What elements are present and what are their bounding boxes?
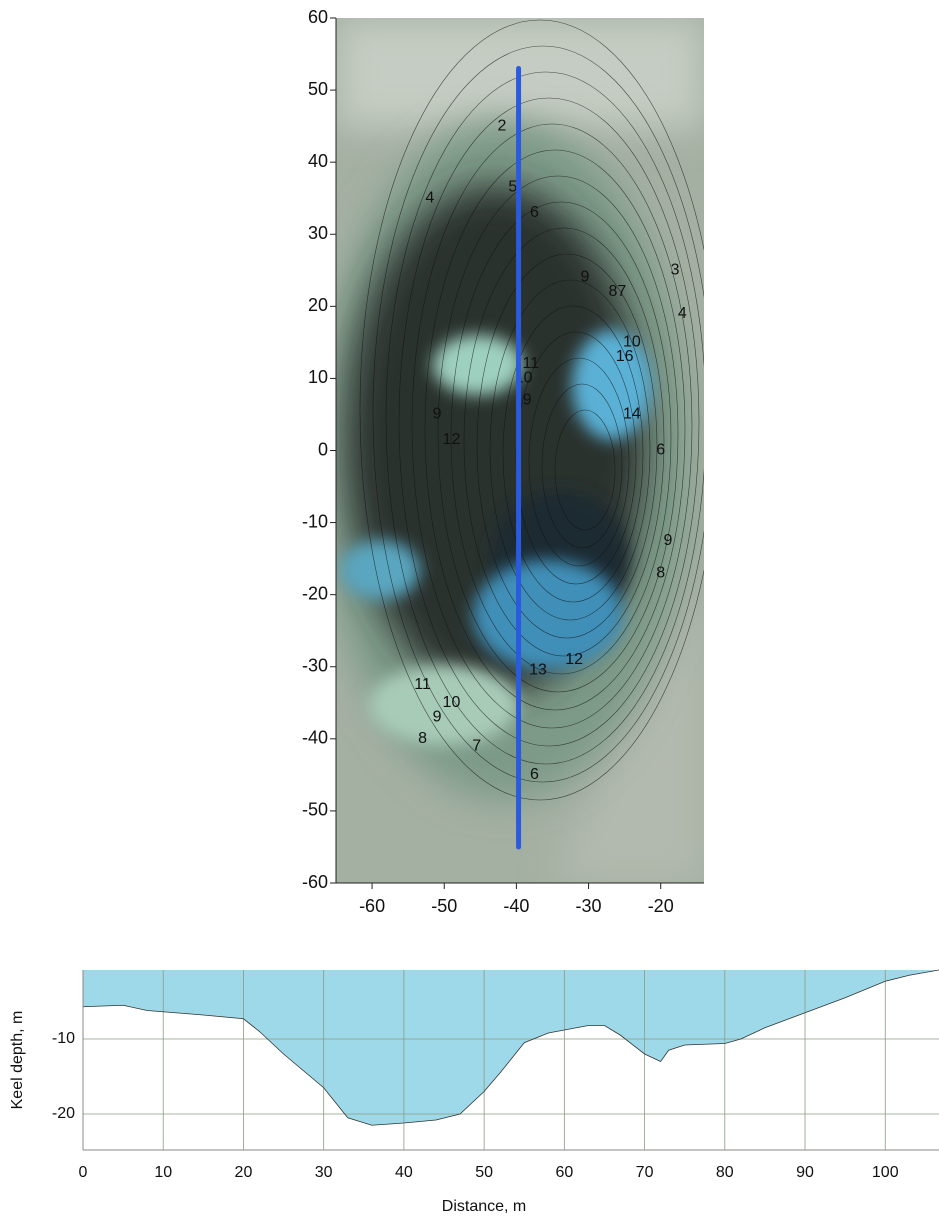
contour-line [528,357,630,567]
contour-line [554,409,616,531]
contour-label: 4 [678,305,687,322]
x-tick-label: 90 [796,1164,814,1181]
x-tick-label: -20 [648,896,674,916]
y-axis-label: Keel depth, m [9,1011,26,1110]
y-tick-label: -60 [302,872,328,892]
contour-line [502,305,644,603]
x-tick-label: 100 [872,1164,899,1181]
contour-label: 6 [530,204,539,221]
contour-line [476,253,658,639]
contour-label: 7 [472,737,481,754]
contour-label: 9 [433,708,442,725]
contour-line [359,19,704,801]
contour-line [541,383,623,549]
x-tick-label: 40 [395,1164,413,1181]
y-tick-label: 50 [308,79,328,99]
contour-line [450,201,672,675]
contour-label: 16 [616,348,634,365]
contour-label: 2 [498,117,507,134]
y-tick-label: 0 [318,439,328,459]
profile-line [82,969,939,1126]
x-tick-label: -50 [431,896,457,916]
x-tick-label: 50 [475,1164,493,1181]
y-tick-label: -20 [302,583,328,603]
contour-label: 12 [443,431,461,448]
y-tick-label: -50 [302,800,328,820]
contour-label: 11 [414,676,431,693]
contour-label: 8 [418,730,427,747]
x-tick-label: 30 [315,1164,333,1181]
contour-line [437,175,679,693]
x-tick-label: -60 [359,896,385,916]
contour-label: 5 [508,179,517,196]
contour-label: 4 [425,189,434,206]
contour-line [463,227,665,657]
contour-line [489,279,651,621]
y-tick-label: 10 [308,367,328,387]
contour-label: 12 [565,651,583,668]
contour-line [424,149,686,711]
y-tick-label: 60 [308,7,328,27]
contour-label: 6 [530,766,539,783]
contour-label: 8 [656,564,665,581]
contour-label: 9 [523,391,532,408]
contour-line [385,71,704,765]
x-axis-label: Distance, m [442,1198,526,1215]
x-tick-label: 80 [716,1164,734,1181]
x-tick-label: -40 [503,896,529,916]
contour-label: 6 [656,442,665,459]
x-tick-label: 0 [79,1164,88,1181]
contour-label: 11 [523,355,540,372]
x-tick-label: 70 [636,1164,654,1181]
y-tick-label: 30 [308,223,328,243]
contour-label: 10 [623,334,641,351]
contour-line [515,331,637,585]
contour-label: 14 [623,406,641,423]
x-tick-label: -30 [576,896,602,916]
contour-label: 9 [580,269,589,286]
contour-label: 3 [671,262,680,279]
y-tick-label: -10 [302,511,328,531]
area [83,970,939,1126]
contour-line [372,45,704,783]
y-tick-label: 20 [308,295,328,315]
y-tick-label: -30 [302,656,328,676]
x-tick-label: 60 [555,1164,573,1181]
contour-line [398,97,700,747]
y-tick-label: -10 [52,1030,75,1047]
contour-label: 13 [529,662,547,679]
contour-label: 9 [663,532,672,549]
contour-line [411,123,693,729]
contour-label: 10 [443,694,461,711]
y-tick-label: -40 [302,728,328,748]
x-tick-label: 10 [154,1164,172,1181]
contour-label: 9 [433,406,442,423]
contour-label: 87 [609,283,627,300]
x-tick-label: 20 [235,1164,253,1181]
y-tick-label: 40 [308,151,328,171]
y-tick-label: -20 [52,1105,75,1122]
